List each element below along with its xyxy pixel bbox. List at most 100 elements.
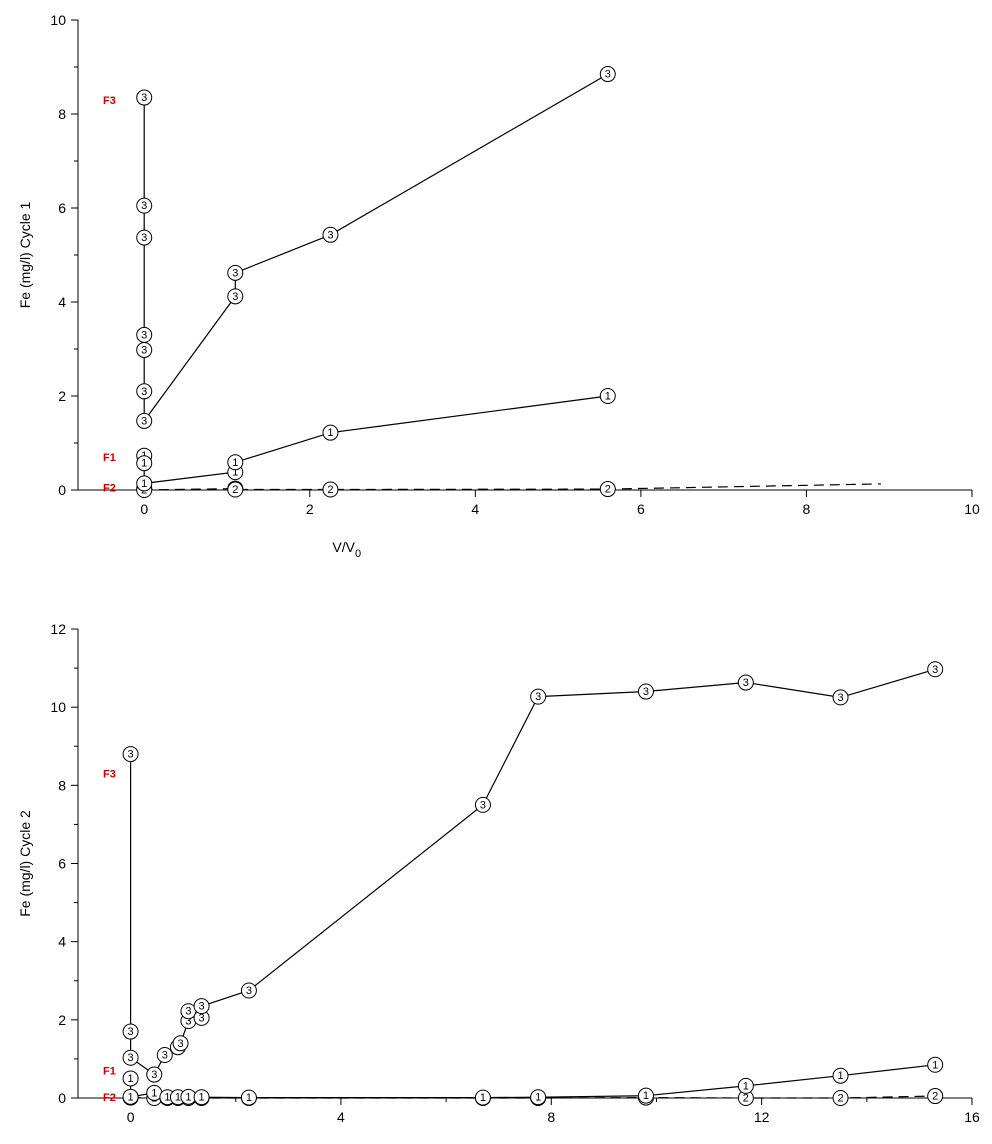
data-point-series-3: 3 bbox=[227, 264, 244, 281]
annotation-f3: F3 bbox=[103, 769, 116, 781]
svg-text:1: 1 bbox=[605, 391, 611, 403]
x-axis-title: V/V0 bbox=[332, 539, 361, 560]
data-point-series-2: 2 bbox=[927, 1088, 944, 1105]
data-point-series-1: 1 bbox=[136, 475, 153, 492]
svg-text:3: 3 bbox=[232, 291, 238, 303]
svg-text:3: 3 bbox=[141, 200, 147, 212]
x-tick-label: 8 bbox=[803, 501, 811, 517]
svg-text:1: 1 bbox=[480, 1092, 486, 1104]
svg-text:3: 3 bbox=[643, 686, 649, 698]
data-point-series-3: 3 bbox=[637, 683, 654, 700]
svg-text:3: 3 bbox=[185, 1006, 191, 1018]
svg-text:2: 2 bbox=[605, 484, 611, 496]
y-tick-label: 10 bbox=[50, 12, 66, 28]
svg-text:3: 3 bbox=[232, 267, 238, 279]
y-tick-label: 0 bbox=[58, 1090, 66, 1106]
svg-text:1: 1 bbox=[246, 1092, 252, 1104]
data-point-series-3: 3 bbox=[156, 1047, 173, 1064]
data-point-series-3: 3 bbox=[136, 229, 153, 246]
svg-text:1: 1 bbox=[232, 467, 238, 479]
data-point-series-1: 1 bbox=[474, 1089, 491, 1106]
svg-text:3: 3 bbox=[128, 1026, 134, 1038]
y-tick-label: 4 bbox=[58, 934, 66, 950]
data-point-series-3: 3 bbox=[136, 197, 153, 214]
y-tick-label: 0 bbox=[58, 482, 66, 498]
data-point-series-1: 1 bbox=[322, 424, 339, 441]
x-tick-label: 8 bbox=[547, 1109, 555, 1125]
x-tick-label: 2 bbox=[306, 501, 314, 517]
data-point-series-1: 1 bbox=[599, 388, 616, 404]
series-line-1 bbox=[143, 395, 608, 485]
svg-text:3: 3 bbox=[932, 664, 938, 676]
data-point-series-3: 3 bbox=[240, 982, 257, 999]
data-point-series-3: 3 bbox=[832, 689, 849, 706]
svg-text:1: 1 bbox=[327, 427, 333, 439]
data-point-series-2: 2 bbox=[832, 1090, 849, 1106]
x-tick-label: 4 bbox=[337, 1109, 345, 1125]
svg-text:3: 3 bbox=[246, 985, 252, 997]
svg-text:3: 3 bbox=[535, 691, 541, 703]
svg-text:1: 1 bbox=[128, 1073, 134, 1085]
svg-text:3: 3 bbox=[605, 69, 611, 81]
svg-text:1: 1 bbox=[743, 1080, 749, 1092]
svg-text:3: 3 bbox=[480, 799, 486, 811]
svg-text:3: 3 bbox=[128, 1052, 134, 1064]
data-point-series-3: 3 bbox=[122, 1023, 139, 1040]
series-line-3 bbox=[130, 668, 936, 1076]
data-point-series-3: 3 bbox=[136, 412, 153, 429]
svg-text:1: 1 bbox=[151, 1087, 157, 1099]
svg-text:1: 1 bbox=[141, 458, 147, 470]
data-point-series-1: 1 bbox=[136, 455, 153, 472]
svg-text:3: 3 bbox=[141, 92, 147, 104]
svg-text:3: 3 bbox=[141, 232, 147, 244]
svg-text:3: 3 bbox=[199, 1012, 205, 1024]
data-point-series-1: 1 bbox=[927, 1056, 944, 1073]
data-point-series-1: 1 bbox=[530, 1089, 547, 1106]
svg-text:3: 3 bbox=[141, 415, 147, 427]
svg-text:3: 3 bbox=[141, 386, 147, 398]
y-axis-title: Fe (mg/l) Cycle 2 bbox=[17, 810, 33, 917]
svg-text:1: 1 bbox=[837, 1070, 843, 1082]
svg-text:3: 3 bbox=[185, 1016, 191, 1028]
svg-text:1: 1 bbox=[164, 1092, 170, 1104]
data-point-series-1: 1 bbox=[193, 1089, 210, 1106]
annotation-f2: F2 bbox=[103, 483, 116, 495]
data-point-series-1: 1 bbox=[122, 1070, 139, 1087]
y-tick-label: 2 bbox=[58, 1012, 66, 1028]
y-tick-label: 4 bbox=[58, 294, 66, 310]
annotation-f1: F1 bbox=[103, 452, 116, 464]
y-tick-label: 10 bbox=[50, 699, 66, 715]
data-point-series-3: 3 bbox=[227, 288, 244, 305]
data-point-series-3: 3 bbox=[193, 998, 210, 1015]
x-tick-label: 4 bbox=[471, 501, 479, 517]
svg-text:1: 1 bbox=[932, 1059, 938, 1071]
svg-text:3: 3 bbox=[177, 1038, 183, 1050]
svg-text:1: 1 bbox=[141, 478, 147, 490]
x-tick-label: 10 bbox=[964, 501, 980, 517]
svg-text:1: 1 bbox=[128, 1091, 134, 1103]
series-line-2 bbox=[143, 483, 881, 491]
data-point-series-1: 1 bbox=[227, 454, 244, 471]
svg-text:2: 2 bbox=[327, 484, 333, 496]
data-point-series-3: 3 bbox=[530, 688, 547, 705]
data-point-series-3: 3 bbox=[474, 796, 491, 813]
data-point-series-3: 3 bbox=[122, 1049, 139, 1066]
x-tick-label: 12 bbox=[754, 1109, 770, 1125]
svg-text:1: 1 bbox=[175, 1092, 181, 1104]
svg-text:1: 1 bbox=[643, 1090, 649, 1102]
data-point-series-2: 2 bbox=[599, 481, 616, 498]
y-tick-label: 6 bbox=[58, 856, 66, 872]
data-point-series-3: 3 bbox=[136, 341, 153, 358]
svg-text:3: 3 bbox=[837, 692, 843, 704]
data-point-series-3: 3 bbox=[927, 661, 944, 678]
data-point-series-1: 1 bbox=[832, 1067, 849, 1084]
svg-text:2: 2 bbox=[932, 1091, 938, 1103]
svg-text:3: 3 bbox=[128, 749, 134, 761]
data-point-series-1: 1 bbox=[146, 1084, 163, 1101]
data-point-series-1: 1 bbox=[240, 1089, 257, 1106]
data-point-series-2: 2 bbox=[227, 481, 244, 498]
svg-text:2: 2 bbox=[743, 1093, 749, 1105]
svg-text:3: 3 bbox=[162, 1050, 168, 1062]
